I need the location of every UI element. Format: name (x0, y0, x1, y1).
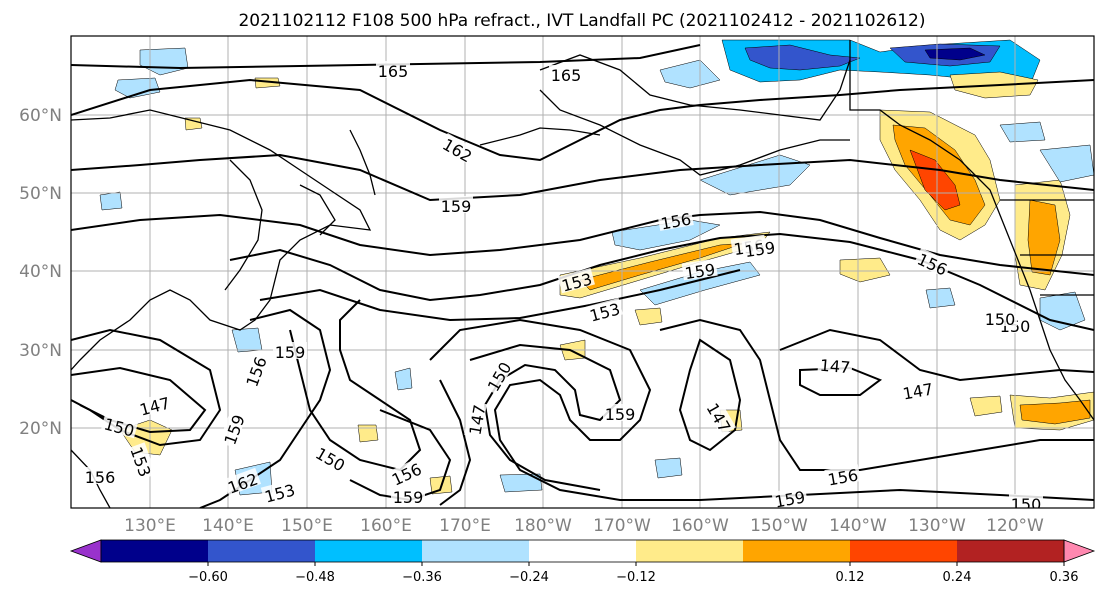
colorbar-tick-label: −0.12 (616, 570, 656, 585)
contour-labels: 1651651621591561561561531531591501471471… (83, 61, 1043, 514)
lon-label: 170°W (593, 516, 651, 536)
contour-label: 150 (983, 309, 1017, 329)
height-contours (71, 44, 1094, 508)
lon-label: 150°E (281, 516, 333, 536)
svg-text:159: 159 (683, 260, 716, 283)
colorbar (69, 539, 1096, 563)
lon-label: 180°W (514, 516, 572, 536)
contour-label: 159 (273, 342, 307, 362)
colorbar-box (529, 540, 636, 562)
colorbar-tick-label: −0.60 (188, 570, 228, 585)
lon-label: 140°E (202, 516, 254, 536)
svg-text:165: 165 (378, 62, 409, 81)
contour-label: 147 (899, 378, 936, 404)
colorbar-tick-label: −0.24 (509, 570, 549, 585)
colorbar-outline (100, 539, 1065, 563)
lat-label: 40°N (19, 262, 62, 282)
svg-text:150: 150 (1011, 495, 1042, 514)
colorbar-extend-high (1063, 539, 1096, 563)
colorbar-box (850, 540, 957, 562)
contour-label: 165 (376, 61, 410, 81)
contour-label: 156 (824, 464, 861, 490)
contour-label: 156 (83, 467, 117, 487)
svg-text:159: 159 (605, 405, 636, 424)
colorbar-box (743, 540, 850, 562)
lat-label: 50°N (19, 184, 62, 204)
colorbar-extend-low (69, 539, 102, 563)
colorbar-box (957, 540, 1064, 562)
contour-label: 159 (439, 196, 473, 216)
lat-label: 20°N (19, 419, 62, 439)
colorbar-box (315, 540, 422, 562)
svg-text:156: 156 (85, 468, 116, 487)
lon-label: 130°W (908, 516, 966, 536)
contour-label: 159 (681, 258, 718, 283)
colorbar-box (636, 540, 743, 562)
map-frame (70, 35, 1095, 509)
contour-label: 150 (1009, 494, 1043, 514)
contour-label: 147 (464, 401, 490, 438)
lon-label: 160°W (671, 516, 729, 536)
svg-text:159: 159 (441, 197, 472, 216)
colorbar-box (422, 540, 529, 562)
contour-label: 156 (914, 247, 953, 280)
svg-text:159: 159 (275, 343, 306, 362)
longitude-labels: 130°E 140°E 150°E 160°E 170°E 180°W 170°W 160°W… (124, 516, 1044, 536)
lon-label: 160°E (360, 516, 412, 536)
lon-label: 150°W (750, 516, 808, 536)
svg-text:159: 159 (773, 487, 806, 511)
lon-label: 170°E (439, 516, 491, 536)
map-title: 2021102112 F108 500 hPa refract., IVT La… (238, 11, 925, 31)
contour-label: 159 (603, 404, 637, 424)
contour-label: 159 (218, 410, 249, 449)
colorbar-tick-label: 0.24 (943, 570, 972, 585)
lon-label: 120°W (986, 516, 1044, 536)
colorbar-tick-label: 0.36 (1050, 570, 1079, 585)
lon-label: 130°E (124, 516, 176, 536)
lon-label: 140°W (829, 516, 887, 536)
colorbar-tick-label: −0.48 (295, 570, 335, 585)
contour-label: 159 (771, 486, 808, 511)
contour-label: 159 (391, 487, 425, 507)
svg-text:165: 165 (551, 66, 582, 85)
colorbar-tick-labels: −0.60−0.48−0.36−0.24−0.120.120.240.360.4… (188, 562, 1079, 585)
contour-label: 165 (549, 65, 583, 85)
lat-label: 60°N (19, 106, 62, 126)
colorbar-tick-label: 0.12 (836, 570, 865, 585)
colorbar-tick-label: −0.36 (402, 570, 442, 585)
svg-text:159: 159 (743, 238, 776, 261)
colorbar-box (208, 540, 315, 562)
contour-label: 147 (817, 354, 853, 378)
lat-label: 30°N (19, 341, 62, 361)
svg-text:159: 159 (393, 488, 424, 507)
contour-label: 159 (741, 236, 778, 261)
svg-text:147: 147 (819, 356, 851, 378)
svg-text:150: 150 (985, 310, 1016, 329)
colorbar-box (101, 540, 208, 562)
latitude-labels: 60°N 50°N 40°N 30°N 20°N (19, 106, 62, 439)
